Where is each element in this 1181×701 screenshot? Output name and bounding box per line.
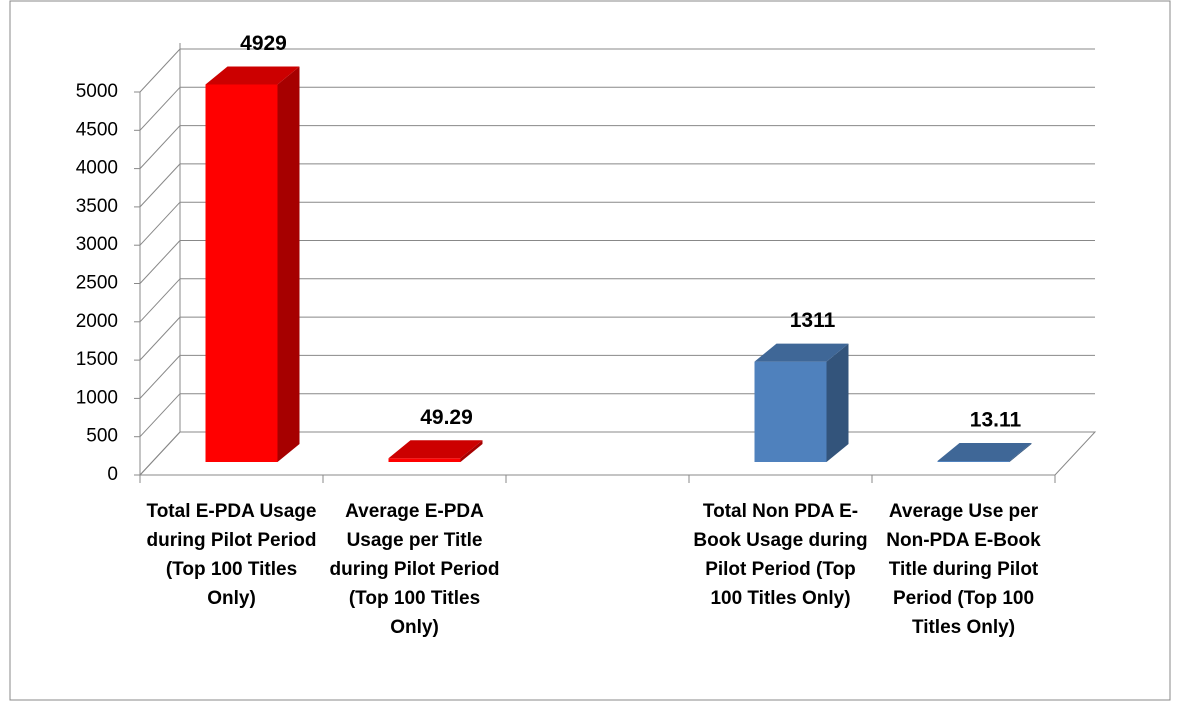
- y-tick-label: 4500: [76, 119, 118, 140]
- y-tick-label: 1500: [76, 349, 118, 370]
- bar: [754, 343, 849, 462]
- data-label: 49.29: [420, 406, 473, 429]
- y-tick-label: 4000: [76, 158, 118, 179]
- bar-side: [277, 66, 300, 462]
- bar: [205, 66, 300, 462]
- grid-line-side: [139, 163, 181, 208]
- bar-top: [754, 343, 849, 362]
- grid-line-side: [139, 240, 181, 284]
- y-tick-label: 3000: [76, 234, 118, 255]
- y-tick-label: 500: [86, 426, 118, 447]
- bar-top: [388, 440, 483, 459]
- x-tick-label: Total Non PDA E-Book Usage during Pilot …: [693, 501, 868, 609]
- bar-top: [937, 442, 1032, 461]
- bar-side: [1009, 442, 1032, 462]
- data-label: 1311: [790, 309, 836, 332]
- grid-line-side: [139, 201, 181, 246]
- grid-line-side: [139, 125, 181, 169]
- grid-line-side: [139, 393, 181, 438]
- bar-top: [205, 66, 300, 85]
- bar-side: [826, 343, 849, 462]
- y-tick-label: 1000: [76, 387, 118, 408]
- grid-line-side: [139, 278, 181, 323]
- bar: [937, 442, 1032, 462]
- grid-line-side: [139, 86, 181, 131]
- x-tick-label: Total E-PDA Usage during Pilot Period (T…: [146, 501, 317, 609]
- bar-front: [388, 458, 461, 462]
- bar: [388, 440, 483, 462]
- grid-line-side: [139, 316, 181, 361]
- grid-line-side: [139, 355, 181, 399]
- x-tick-label: Average E-PDA Usage per Title during Pil…: [329, 501, 500, 638]
- y-tick-label: 0: [107, 464, 118, 485]
- grid-line-side: [139, 48, 181, 93]
- y-tick-label: 2000: [76, 311, 118, 332]
- grid-line-side: [139, 431, 181, 476]
- chart-border: [9, 0, 1171, 701]
- bar-front: [205, 84, 278, 462]
- bar-front: [937, 460, 1010, 462]
- bar-front: [754, 361, 827, 462]
- y-tick-label: 5000: [76, 81, 118, 102]
- y-tick-label: 2500: [76, 273, 118, 294]
- x-tick-label: Average Use per Non-PDA E-Book Title dur…: [886, 501, 1041, 638]
- data-label: 13.11: [970, 409, 1022, 432]
- bar-side: [460, 440, 483, 462]
- data-label: 4929: [240, 32, 287, 55]
- y-tick-label: 3500: [76, 196, 118, 217]
